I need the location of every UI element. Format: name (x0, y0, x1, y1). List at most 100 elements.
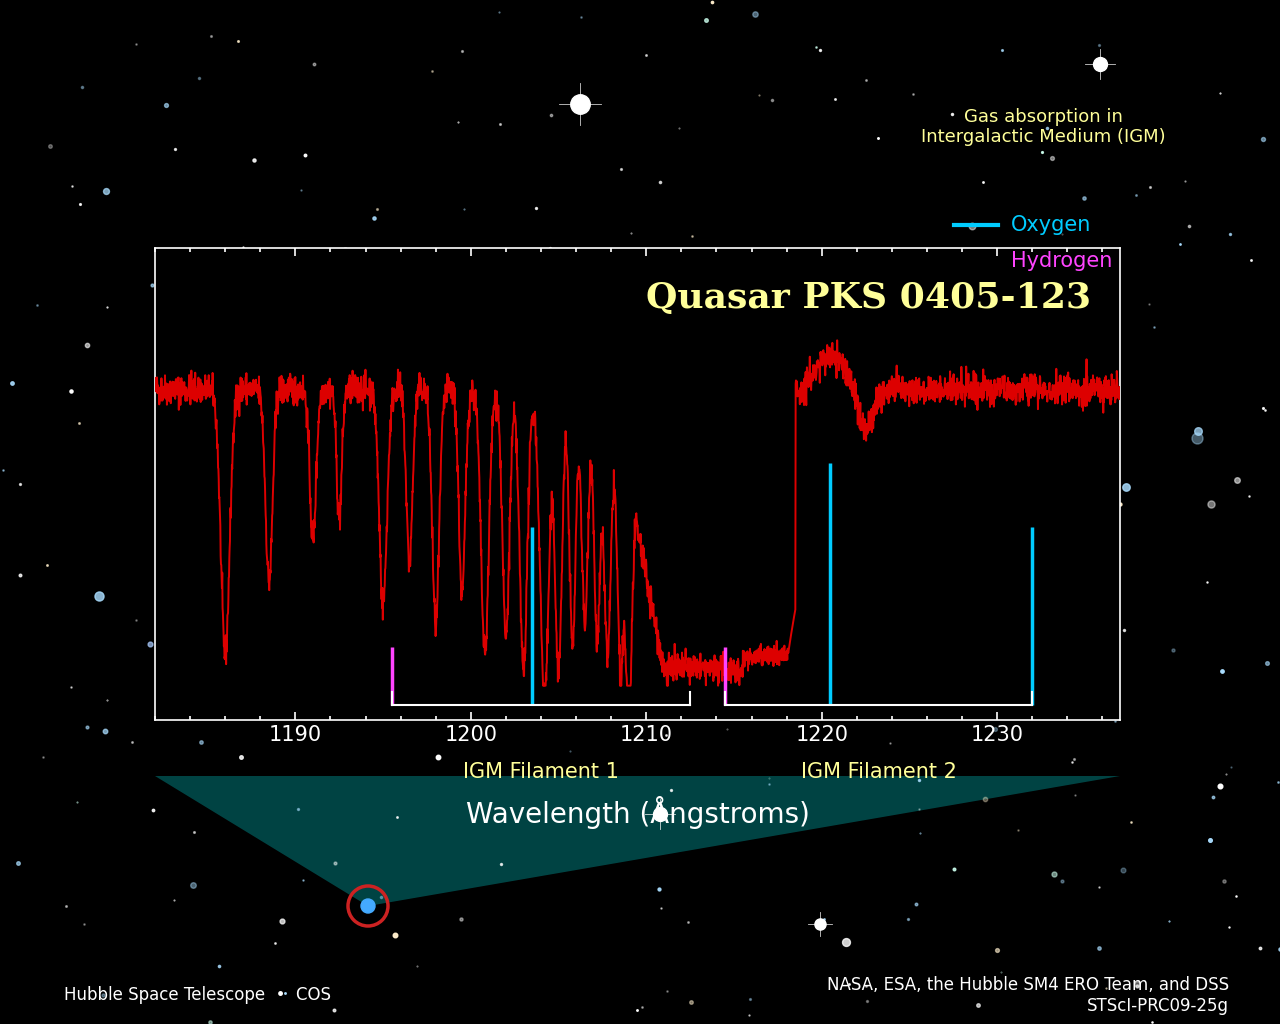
Point (774, 453, 795, 469)
Point (906, 896, 927, 912)
Point (922, 340, 942, 356)
Point (1268, 774, 1280, 791)
Point (995, 508, 1015, 524)
Point (968, 997, 988, 1014)
Point (1170, 237, 1190, 253)
Point (163, 464, 183, 480)
Point (294, 146, 315, 163)
Point (564, 297, 585, 313)
Point (156, 356, 177, 373)
Point (1074, 189, 1094, 206)
Point (188, 70, 209, 86)
Point (668, 474, 689, 490)
Point (909, 801, 929, 817)
Point (434, 508, 454, 524)
Point (952, 513, 973, 529)
Point (621, 397, 641, 414)
Point (96, 183, 116, 200)
Point (1270, 941, 1280, 957)
Point (236, 293, 256, 309)
Point (77, 337, 97, 353)
Point (755, 494, 776, 510)
Point (621, 551, 641, 567)
Point (678, 913, 699, 930)
Point (206, 676, 227, 692)
Point (682, 227, 703, 244)
Point (1089, 566, 1110, 583)
Point (759, 776, 780, 793)
Point (974, 791, 995, 807)
Point (1221, 759, 1242, 775)
Point (1203, 790, 1224, 806)
Point (1115, 478, 1135, 495)
Point (1000, 344, 1020, 360)
Point (649, 881, 669, 897)
Point (1010, 563, 1030, 580)
Point (856, 978, 877, 994)
Point (1139, 178, 1160, 195)
Point (762, 91, 782, 108)
Point (55, 898, 76, 914)
Point (518, 601, 539, 617)
Point (292, 638, 312, 654)
Point (1051, 873, 1071, 890)
Point (69, 196, 90, 212)
Point (1042, 150, 1062, 166)
Point (1061, 754, 1082, 770)
Point (328, 435, 348, 452)
Point (161, 666, 182, 682)
Point (1219, 919, 1239, 935)
Point (428, 750, 448, 766)
Point (1105, 470, 1125, 486)
Text: Hydrogen: Hydrogen (1011, 251, 1112, 271)
Point (897, 911, 918, 928)
Point (420, 442, 440, 459)
Point (1076, 621, 1097, 637)
Point (96, 692, 116, 709)
Point (183, 878, 204, 894)
Point (332, 663, 352, 679)
Point (992, 42, 1012, 58)
Point (525, 200, 545, 216)
Point (943, 860, 964, 877)
Point (125, 36, 146, 52)
Point (740, 990, 760, 1007)
Point (609, 559, 630, 575)
Point (806, 39, 827, 55)
Point (877, 390, 897, 407)
Point (1126, 187, 1147, 204)
Point (838, 976, 859, 992)
Point (61, 178, 82, 195)
Point (407, 957, 428, 974)
Point (371, 889, 392, 905)
Point (88, 588, 109, 604)
Point (156, 96, 177, 113)
Point (1106, 610, 1126, 627)
Point (1228, 472, 1248, 488)
Point (376, 369, 397, 385)
Point (242, 511, 262, 527)
Text: NASA, ESA, the Hubble SM4 ERO Team, and DSS
STScI-PRC09-25g: NASA, ESA, the Hubble SM4 ERO Team, and … (827, 976, 1229, 1015)
Text: Hubble Space Telescope  •  COS: Hubble Space Telescope • COS (64, 986, 332, 1005)
Point (97, 298, 118, 314)
Point (701, 0, 722, 10)
Point (777, 801, 797, 817)
Point (1216, 766, 1236, 782)
Point (1249, 940, 1270, 956)
Point (1187, 430, 1207, 446)
Point (1144, 318, 1165, 335)
Point (1064, 752, 1084, 768)
Point (1162, 641, 1183, 657)
Point (33, 749, 54, 765)
Point (709, 300, 730, 316)
Point (364, 210, 384, 226)
Point (910, 825, 931, 842)
Point (902, 86, 923, 102)
Point (1226, 888, 1247, 904)
Point (462, 631, 483, 647)
Point (635, 47, 655, 63)
Point (650, 681, 671, 697)
Point (1201, 496, 1221, 512)
Text: IGM Filament 1: IGM Filament 1 (463, 762, 620, 781)
Point (201, 313, 221, 330)
